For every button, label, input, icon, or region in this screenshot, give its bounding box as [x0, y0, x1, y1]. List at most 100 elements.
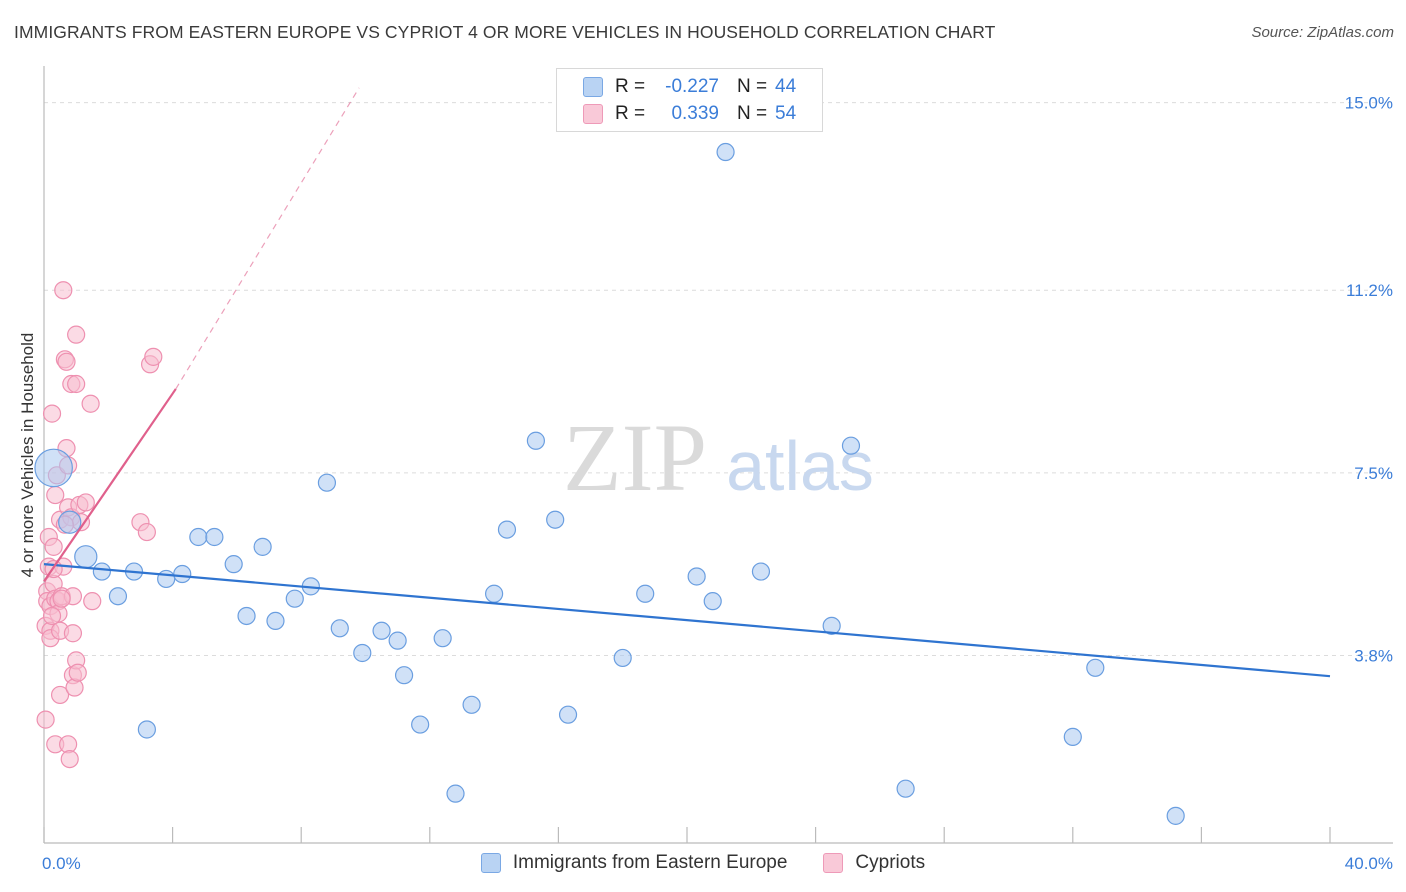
- cypriot-point: [67, 374, 86, 394]
- source-credit: Source: ZipAtlas.com: [1251, 24, 1394, 41]
- cypriot-point: [42, 606, 62, 626]
- cypriot-point: [42, 404, 62, 423]
- eastern-europe-point: [703, 592, 722, 611]
- eastern-europe-point: [189, 527, 208, 547]
- cypriot-trend-line: [43, 388, 177, 583]
- eastern-europe-point: [237, 606, 256, 626]
- r-value: -0.227: [665, 76, 719, 97]
- n-value: 54: [775, 103, 797, 124]
- eastern-europe-point: [58, 510, 82, 534]
- legend-label: Cypriots: [855, 852, 926, 873]
- n-value: 44: [775, 76, 797, 97]
- legend-item-cypriots: Cypriots: [823, 852, 925, 874]
- cypriot-point: [63, 624, 83, 643]
- eastern-europe-point: [613, 648, 632, 668]
- cypriot-point: [52, 589, 71, 608]
- cypriot-point: [137, 522, 156, 542]
- cypriot-point: [67, 325, 86, 344]
- eastern-europe-point: [411, 715, 430, 734]
- eastern-europe-point: [353, 643, 372, 663]
- cypriot-point: [76, 493, 95, 512]
- eastern-europe-point: [74, 545, 98, 569]
- eastern-europe-point: [1063, 727, 1082, 746]
- cypriot-point: [83, 592, 102, 611]
- eastern-europe-point: [137, 720, 156, 739]
- cypriot-point: [36, 710, 55, 729]
- y-tick-label: 11.2%: [1346, 281, 1393, 300]
- eastern-europe-point: [1086, 658, 1105, 677]
- eastern-europe-point: [394, 666, 414, 685]
- cypriot-point: [60, 749, 79, 769]
- r-label: R =: [615, 103, 646, 124]
- legend-label: Immigrants from Eastern Europe: [512, 852, 788, 873]
- y-tick-label: 15.0%: [1345, 94, 1393, 113]
- eastern-europe-point: [485, 584, 504, 603]
- cypriot-point: [65, 678, 84, 697]
- cypriot-point: [44, 537, 63, 556]
- eastern-europe-point: [108, 587, 128, 606]
- eastern-europe-point: [896, 779, 915, 798]
- n-label: N =: [737, 103, 768, 124]
- cypriot-point: [68, 663, 87, 682]
- cypriot-point: [50, 685, 70, 705]
- eastern-europe-point: [546, 510, 565, 529]
- grid-lines: [44, 102, 1393, 656]
- cypriot-point: [46, 485, 65, 505]
- eastern-europe-point: [266, 611, 285, 631]
- series-legend: Immigrants from Eastern Europe Cypriots: [0, 852, 1406, 874]
- eastern-europe-point: [462, 695, 481, 714]
- eastern-europe-point: [224, 555, 243, 574]
- eastern-europe-point: [92, 562, 111, 581]
- y-tick-labels: 3.8% 7.5% 11.2% 15.0%: [1345, 94, 1393, 666]
- eastern-europe-point: [751, 562, 771, 581]
- eastern-europe-point: [317, 473, 337, 492]
- r-label: R =: [615, 76, 646, 97]
- eastern-europe-point: [497, 520, 517, 539]
- chart-title: IMMIGRANTS FROM EASTERN EUROPE VS CYPRIO…: [14, 22, 996, 42]
- correlation-legend: R = -0.227 N = 44 R = 0.339 N = 54: [556, 68, 823, 132]
- cypriot-point: [81, 394, 100, 413]
- eastern-europe-point: [285, 589, 304, 608]
- cypriot-trend-extension: [175, 87, 360, 390]
- cypriot-point: [57, 352, 76, 371]
- x-tick-label-max: 40.0%: [1345, 854, 1393, 873]
- n-label: N =: [737, 76, 768, 97]
- y-tick-label: 3.8%: [1354, 646, 1393, 665]
- blue-swatch: [480, 853, 501, 873]
- legend-row-cypriots: R = 0.339 N = 54: [583, 101, 796, 127]
- x-tick-label-min: 0.0%: [42, 854, 81, 873]
- watermark-zip: ZIP: [563, 404, 707, 511]
- cypriot-point: [54, 281, 73, 300]
- eastern-europe-trend-line: [43, 563, 1331, 678]
- r-value: 0.339: [671, 103, 719, 124]
- y-tick-label: 7.5%: [1354, 464, 1393, 483]
- pink-swatch: [583, 104, 603, 124]
- trend-lines: [43, 87, 1331, 678]
- y-axis-label: 4 or more Vehicles in Household: [18, 332, 37, 578]
- eastern-europe-point: [372, 621, 391, 640]
- eastern-europe-point: [716, 142, 735, 162]
- eastern-europe-point: [687, 567, 706, 586]
- legend-item-eastern-europe: Immigrants from Eastern Europe: [480, 852, 788, 874]
- cypriots-points: [36, 281, 163, 769]
- eastern-europe-point: [558, 705, 578, 724]
- eastern-europe-point: [388, 631, 407, 650]
- legend-row-eastern-europe: R = -0.227 N = 44: [583, 74, 796, 100]
- eastern-europe-point: [173, 564, 192, 584]
- pink-swatch: [823, 853, 844, 873]
- eastern-europe-point: [1166, 806, 1185, 825]
- eastern-europe-point: [822, 616, 841, 635]
- eastern-europe-point: [636, 584, 655, 603]
- eastern-europe-point: [253, 537, 272, 556]
- cypriot-point: [144, 347, 163, 366]
- eastern-europe-point: [841, 436, 861, 455]
- axes: [43, 66, 1393, 844]
- eastern-europe-point: [526, 431, 545, 450]
- blue-swatch: [583, 77, 603, 97]
- eastern-europe-points: [34, 142, 1185, 825]
- eastern-europe-point: [446, 784, 465, 803]
- eastern-europe-point: [34, 448, 73, 488]
- eastern-europe-point: [433, 629, 452, 648]
- eastern-europe-point: [205, 527, 224, 547]
